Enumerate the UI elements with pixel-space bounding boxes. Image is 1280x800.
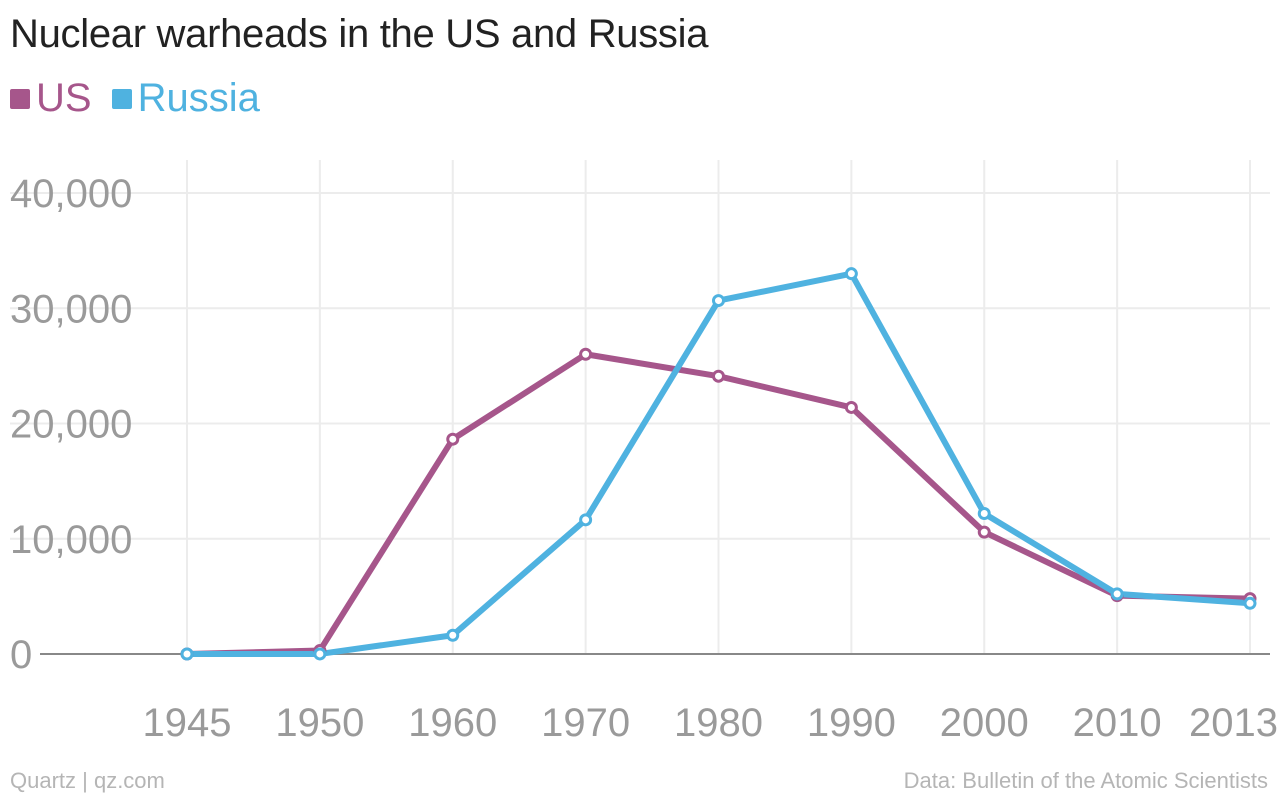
data-point-us: [712, 369, 725, 383]
data-point-us: [977, 525, 991, 539]
label-layer: 0 10,000 20,000 30,000 40,000 1945 1950 1960 197…: [10, 172, 1278, 745]
legend-label-us: US: [36, 76, 92, 120]
footer-source: Data: Bulletin of the Atomic Scientists: [903, 768, 1268, 793]
legend-item-russia: Russia: [111, 76, 260, 121]
legend-swatch-russia: [111, 88, 132, 109]
chart-legend: US Russia: [10, 76, 280, 121]
data-point-us: [579, 347, 593, 361]
legend-label-russia: Russia: [137, 76, 260, 120]
data-point-russia: [579, 513, 593, 527]
data-point-us: [844, 400, 858, 414]
y-tick-label: 10,000: [10, 518, 132, 562]
x-tick-label: 1980: [674, 701, 763, 745]
data-point-russia: [180, 647, 194, 661]
data-point-russia: [313, 647, 327, 661]
y-tick-label: 20,000: [10, 403, 132, 447]
chart-title: Nuclear warheads in the US and Russia: [10, 12, 709, 56]
data-point-russia: [1243, 596, 1257, 610]
x-tick-label: 2000: [940, 701, 1029, 745]
legend-item-us: US: [10, 76, 92, 121]
data-point-us: [446, 432, 460, 446]
data-point-russia: [712, 294, 725, 308]
x-tick-label: 1970: [541, 701, 630, 745]
y-tick-label: 30,000: [10, 287, 132, 331]
x-tick-label: 1990: [807, 701, 896, 745]
x-tick-label: 1950: [275, 701, 364, 745]
legend-swatch-us: [10, 88, 30, 109]
x-tick-label: 1960: [408, 701, 497, 745]
x-tick-label: 1945: [143, 701, 232, 745]
data-point-russia: [446, 628, 460, 642]
y-tick-label: 40,000: [10, 172, 132, 216]
data-point-russia: [977, 507, 991, 521]
data-point-russia: [1110, 587, 1124, 601]
series-layer: [180, 267, 1257, 661]
x-tick-label: 2013: [1189, 701, 1278, 745]
footer-credit: Quartz | qz.com: [10, 768, 165, 793]
data-point-russia: [844, 267, 858, 281]
y-tick-label: 0: [10, 633, 32, 677]
x-tick-label: 2010: [1073, 701, 1162, 745]
